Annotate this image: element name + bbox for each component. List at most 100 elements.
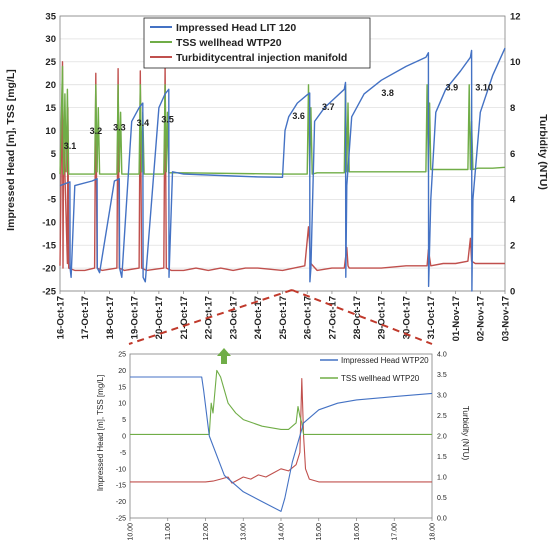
y-tick-label: 0 [122,433,126,440]
y-tick-label: 5 [122,417,126,424]
y2-tick-label: 0.0 [437,515,447,522]
legend-label-tss: TSS wellhead WTP20 [176,37,282,49]
y2-tick-label: 0.5 [437,495,447,502]
x-tick-label: 17-Oct-17 [80,296,91,339]
y2-tick-label: 2.5 [437,413,447,420]
stage-label: 3.1 [64,141,77,151]
y2-tick-label: 4.0 [437,351,447,358]
zoom-connector [128,289,433,345]
y2-tick-label: 3.5 [437,372,447,379]
x-tick-label: 16-Oct-17 [55,296,66,339]
y-tick-label: 25 [118,351,126,358]
y-tick-label: 15 [45,103,56,114]
zoom-series-group [130,369,433,512]
zoom-y2-axis: 0.0 0.5 1.0 1.5 2.0 2.5 3.0 3.5 4.0 [437,351,447,522]
x-tick-label: 20-Oct-17 [154,296,165,339]
main-y2-axis-label: Turbidity (NTU) [537,114,549,190]
y-tick-label: 10 [118,401,126,408]
x-tick-label: 01-Nov-17 [451,296,462,341]
stage-label: 3.9 [446,82,459,92]
y2-tick-label: 12 [510,11,521,22]
x-tick-label: 11.00 [165,523,172,540]
x-tick-label: 31-Oct-17 [426,296,437,339]
series-line-tss-wellhead-wtp20 [130,369,432,435]
stage-label: 3.5 [161,114,174,124]
y2-tick-label: 2.0 [437,433,447,440]
y-tick-label: -20 [42,263,56,274]
up-arrow-icon [217,348,231,364]
y-tick-label: -5 [120,450,126,457]
y-tick-label: -10 [42,218,56,229]
x-tick-label: 30-Oct-17 [401,296,412,339]
x-tick-label: 03-Nov-17 [500,296,511,341]
zoom-legend-label-head: Impressed Head WTP20 [341,356,429,365]
y2-tick-label: 2 [510,240,515,251]
y-tick-label: -20 [116,499,126,506]
x-tick-label: 13.00 [241,523,248,541]
x-tick-label: 28-Oct-17 [352,296,363,339]
stage-label: 3.7 [322,102,335,112]
x-tick-label: 25-Oct-17 [278,296,289,339]
y-tick-label: -15 [42,240,56,251]
y-tick-label: 25 [45,57,56,68]
y2-tick-label: 10 [510,57,521,68]
y-tick-label: 0 [51,172,56,183]
y-tick-label: 20 [45,80,56,91]
x-tick-label: 29-Oct-17 [377,296,388,339]
stage-label: 3.6 [292,111,305,121]
main-y-axis-label: Impressed Head [m], TSS [mg/L] [5,69,17,231]
zoom-x-axis: 10.00 11.00 12.00 13.00 14.00 15.00 16.00 17.00… [127,518,436,541]
y-tick-label: -25 [42,286,56,297]
zoom-chart: -25 -20 -15 -10 -5 0 5 10 15 20 25 0.0 0.5 1.0 1.5 2.0… [96,348,470,541]
stage-label: 3.2 [90,126,103,136]
series-line-turbidity [130,378,432,484]
x-tick-label: 10.00 [127,523,134,541]
x-tick-label: 21-Oct-17 [179,296,190,339]
x-tick-label: 15.00 [316,523,323,541]
y2-tick-label: 1.5 [437,454,447,461]
legend-label-head: Impressed Head LIT 120 [176,22,296,34]
legend-label-turbidity: Turbiditycentral injection manifold [176,52,347,64]
main-chart: -25 -20 -15 -10 -5 0 5 10 15 20 25 30 35 0 2 4 6 8 10 12 1… [5,11,549,341]
x-tick-label: 18.00 [429,523,436,541]
stage-label: 3.10 [475,82,493,92]
y2-tick-label: 8 [510,103,515,114]
y-tick-label: -25 [116,515,126,522]
stage-label: 3.3 [113,123,126,133]
x-tick-label: 24-Oct-17 [253,296,264,339]
stage-labels: 3.1 3.2 3.3 3.4 3.5 3.6 3.7 3.8 3.9 3.10 [64,82,493,151]
main-series-group [59,47,506,292]
x-tick-label: 26-Oct-17 [303,296,314,339]
y2-tick-label: 4 [510,195,516,206]
y2-tick-label: 1.0 [437,474,447,481]
x-tick-label: 23-Oct-17 [228,296,239,339]
zoom-legend: Impressed Head WTP20 TSS wellhead WTP20 [320,356,429,383]
series-line-impressed-head-lit-120 [59,47,506,292]
zoom-legend-label-tss: TSS wellhead WTP20 [341,374,420,383]
zoom-y-axis: -25 -20 -15 -10 -5 0 5 10 15 20 25 [116,351,126,522]
series-line-impressed-head-wtp20 [130,376,433,512]
y2-tick-label: 6 [510,149,515,160]
y-tick-label: 30 [45,34,56,45]
y2-tick-label: 3.0 [437,392,447,399]
y-tick-label: -15 [116,483,126,490]
x-tick-label: 27-Oct-17 [327,296,338,339]
main-y-axis: -25 -20 -15 -10 -5 0 5 10 15 20 25 30 35 [42,11,56,297]
x-tick-label: 12.00 [203,523,210,541]
zoom-y2-axis-label: Turbidity (NTU) [461,406,470,461]
stage-label: 3.4 [137,118,150,128]
x-tick-label: 19-Oct-17 [129,296,140,339]
zoom-y-axis-label: Impressed Head [m], TSS [mg/L] [96,375,105,491]
y-tick-label: -10 [116,466,126,473]
y-tick-label: 20 [118,368,126,375]
x-tick-label: 17.00 [392,523,399,541]
y-tick-label: 5 [51,149,57,160]
series-line-tss-wellhead-wtp20 [59,65,506,175]
y-tick-label: 15 [118,384,126,391]
main-y2-axis: 0 2 4 6 8 10 12 [510,11,521,297]
x-tick-label: 14.00 [278,523,285,541]
y-tick-label: 10 [45,126,56,137]
y2-tick-label: 0 [510,286,515,297]
x-tick-label: 02-Nov-17 [476,296,487,341]
